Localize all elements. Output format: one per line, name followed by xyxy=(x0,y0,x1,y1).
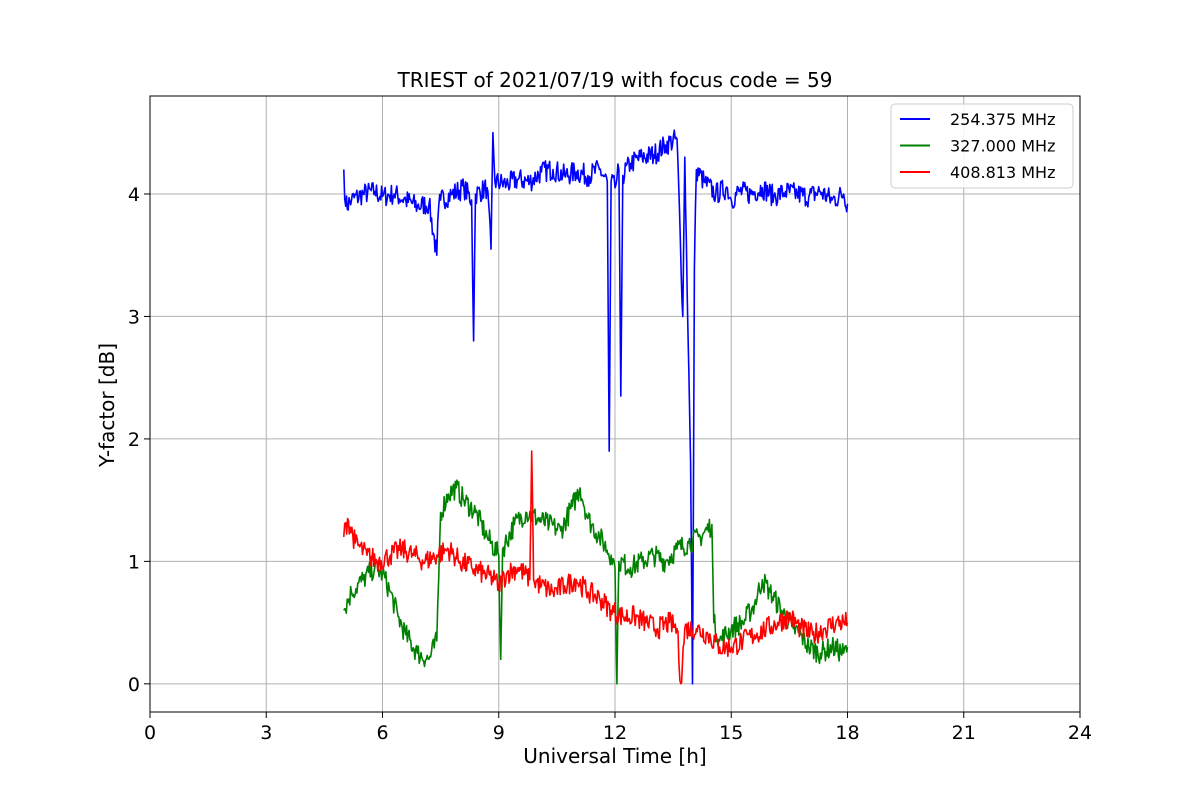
x-tick-label: 21 xyxy=(952,722,976,744)
x-tick-label: 6 xyxy=(376,722,388,744)
x-tick-label: 15 xyxy=(719,722,743,744)
series-line-3 xyxy=(343,450,849,685)
x-tick-label: 9 xyxy=(493,722,505,744)
legend: 254.375 MHz 327.000 MHz 408.813 MHz xyxy=(890,103,1074,189)
y-tick-label: 2 xyxy=(128,429,140,451)
series-line-1 xyxy=(343,129,849,685)
legend-box xyxy=(890,103,1074,189)
x-tick-label: 3 xyxy=(260,722,272,744)
legend-label: 408.813 MHz xyxy=(950,163,1055,182)
x-axis-label: Universal Time [h] xyxy=(523,744,706,768)
x-tick-label: 24 xyxy=(1068,722,1092,744)
series-layer xyxy=(343,129,849,685)
series-line-2 xyxy=(343,479,849,685)
y-tick-label: 1 xyxy=(128,551,140,573)
y-tick-label: 3 xyxy=(128,306,140,328)
legend-label: 254.375 MHz xyxy=(950,110,1055,129)
legend-label: 327.000 MHz xyxy=(950,137,1055,156)
chart-title: TRIEST of 2021/07/19 with focus code = 5… xyxy=(397,68,833,92)
y-tick-label: 4 xyxy=(128,184,140,206)
x-tick-label: 18 xyxy=(835,722,859,744)
y-tick-label: 0 xyxy=(128,674,140,696)
y-axis-label: Y-factor [dB] xyxy=(95,343,119,468)
x-tick-label: 0 xyxy=(144,722,156,744)
x-tick-label: 12 xyxy=(603,722,627,744)
